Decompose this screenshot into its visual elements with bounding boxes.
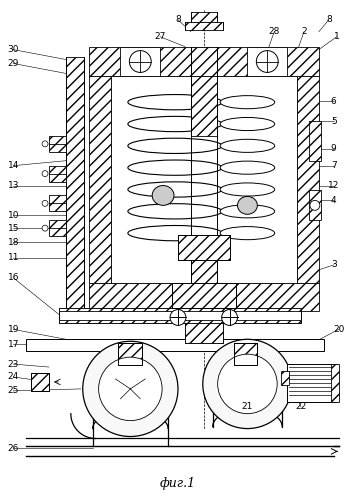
- Text: 1: 1: [334, 32, 340, 41]
- Bar: [49, 166, 66, 182]
- Ellipse shape: [128, 116, 222, 132]
- Text: 6: 6: [331, 96, 337, 106]
- Bar: [185, 22, 223, 30]
- Text: 12: 12: [328, 181, 340, 190]
- Bar: [120, 46, 160, 76]
- Text: 8: 8: [326, 16, 332, 24]
- Circle shape: [99, 357, 162, 420]
- Bar: [49, 220, 66, 236]
- Bar: [49, 196, 66, 212]
- Text: 28: 28: [268, 27, 280, 36]
- Bar: [191, 46, 217, 76]
- Ellipse shape: [220, 183, 275, 196]
- Text: фиг.1: фиг.1: [160, 476, 196, 490]
- Bar: [191, 12, 217, 22]
- Circle shape: [310, 200, 320, 210]
- Bar: [89, 46, 319, 76]
- Text: 17: 17: [8, 340, 19, 348]
- Text: 21: 21: [242, 402, 253, 411]
- Text: 22: 22: [295, 402, 307, 411]
- Text: 14: 14: [8, 161, 19, 170]
- Text: 27: 27: [154, 32, 166, 41]
- Bar: [309, 190, 321, 220]
- Ellipse shape: [128, 226, 222, 241]
- Ellipse shape: [128, 160, 222, 176]
- Text: 7: 7: [331, 161, 337, 170]
- Text: 25: 25: [8, 386, 19, 396]
- Bar: [191, 240, 217, 282]
- Ellipse shape: [128, 182, 222, 197]
- Text: 26: 26: [8, 444, 19, 453]
- Circle shape: [42, 225, 48, 231]
- Bar: [191, 76, 217, 136]
- Ellipse shape: [128, 94, 222, 110]
- Bar: [247, 46, 287, 76]
- Bar: [281, 371, 289, 385]
- Bar: [178, 235, 230, 260]
- Text: 16: 16: [8, 274, 19, 282]
- Bar: [66, 56, 84, 310]
- Text: 15: 15: [8, 224, 19, 232]
- Ellipse shape: [220, 118, 275, 130]
- Bar: [118, 344, 142, 365]
- Text: 24: 24: [8, 372, 19, 382]
- Circle shape: [42, 141, 48, 147]
- Ellipse shape: [128, 138, 222, 154]
- Circle shape: [218, 354, 277, 414]
- Text: 19: 19: [8, 325, 19, 334]
- Bar: [233, 344, 257, 365]
- Ellipse shape: [220, 161, 275, 174]
- Text: 20: 20: [333, 325, 344, 334]
- Bar: [233, 344, 257, 365]
- Ellipse shape: [238, 196, 257, 214]
- Ellipse shape: [220, 205, 275, 218]
- Bar: [49, 136, 66, 152]
- Bar: [59, 308, 301, 324]
- Bar: [287, 364, 337, 402]
- Text: 3: 3: [331, 260, 337, 270]
- Ellipse shape: [220, 226, 275, 239]
- Bar: [31, 373, 49, 391]
- Bar: [26, 340, 324, 351]
- Circle shape: [256, 50, 278, 72]
- Circle shape: [42, 170, 48, 176]
- Bar: [59, 308, 301, 310]
- Text: 9: 9: [331, 144, 337, 154]
- Text: 10: 10: [8, 211, 19, 220]
- Text: 5: 5: [331, 116, 337, 126]
- Circle shape: [170, 310, 186, 326]
- Text: 13: 13: [8, 181, 19, 190]
- Bar: [59, 320, 301, 324]
- Ellipse shape: [128, 204, 222, 219]
- Bar: [118, 344, 142, 365]
- Ellipse shape: [152, 186, 174, 206]
- Bar: [111, 76, 297, 282]
- Circle shape: [83, 342, 178, 436]
- Bar: [89, 76, 111, 282]
- Bar: [297, 76, 319, 282]
- Bar: [185, 324, 223, 344]
- Text: 30: 30: [8, 45, 19, 54]
- Ellipse shape: [220, 140, 275, 152]
- Text: 11: 11: [8, 254, 19, 262]
- Circle shape: [130, 50, 151, 72]
- Text: 29: 29: [8, 59, 19, 68]
- Text: 18: 18: [8, 238, 19, 246]
- Circle shape: [203, 340, 292, 428]
- Text: 23: 23: [8, 360, 19, 368]
- Bar: [178, 235, 230, 260]
- Bar: [172, 282, 236, 308]
- Bar: [31, 373, 49, 391]
- Bar: [89, 282, 319, 310]
- Bar: [309, 121, 321, 160]
- Bar: [172, 282, 236, 308]
- Text: 8: 8: [175, 16, 181, 24]
- Bar: [331, 364, 339, 402]
- Ellipse shape: [220, 96, 275, 108]
- Text: 2: 2: [301, 27, 307, 36]
- Circle shape: [42, 200, 48, 206]
- Bar: [185, 324, 223, 344]
- Circle shape: [222, 310, 238, 326]
- Text: 4: 4: [331, 196, 337, 205]
